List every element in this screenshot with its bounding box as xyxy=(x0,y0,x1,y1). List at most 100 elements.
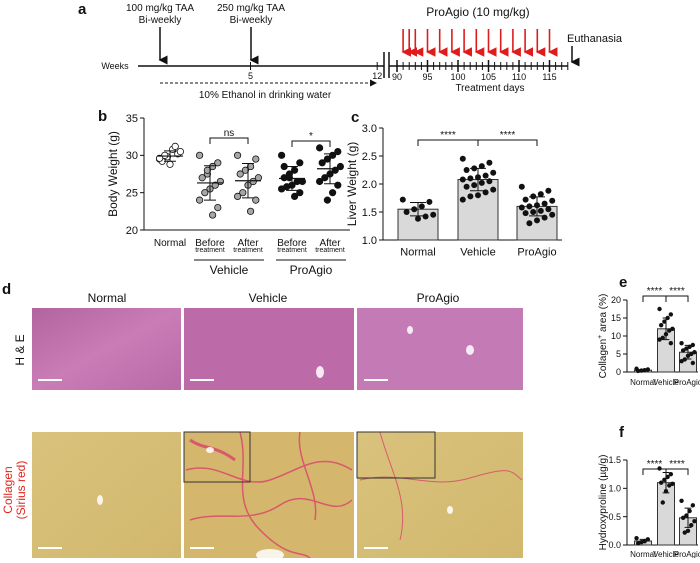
panel-label: e xyxy=(619,274,627,291)
data-point xyxy=(236,170,244,178)
data-point xyxy=(692,350,697,355)
data-point xyxy=(680,348,686,353)
y-axis-label: Hydroxyproline (µg/g) xyxy=(598,455,609,551)
data-point xyxy=(196,151,204,159)
x-tick-label: Normal xyxy=(400,247,435,259)
micrograph xyxy=(357,308,523,390)
data-point xyxy=(467,193,474,200)
day-tick-label: 100 xyxy=(450,72,465,82)
data-point xyxy=(418,203,425,210)
dose-label: Bi-weekly xyxy=(230,15,273,26)
data-point xyxy=(296,189,304,197)
data-point xyxy=(459,176,466,183)
y-axis-label-part: area (%) xyxy=(598,294,609,335)
data-point xyxy=(478,163,485,170)
significance-label: **** xyxy=(669,286,685,297)
x-tick-label: Before xyxy=(277,238,307,249)
data-point xyxy=(430,211,437,218)
y-axis-label-part: Collagen xyxy=(598,339,609,378)
data-point xyxy=(660,335,665,340)
data-point xyxy=(321,174,329,182)
dose-label: Bi-weekly xyxy=(139,15,182,26)
data-point xyxy=(247,207,255,215)
data-point xyxy=(475,192,481,199)
data-point xyxy=(249,177,257,186)
data-point xyxy=(685,528,691,534)
micrograph xyxy=(32,308,181,390)
data-point xyxy=(665,474,670,480)
error-bar xyxy=(164,150,176,162)
data-point xyxy=(687,508,692,514)
y-axis-label: Collagen+ area (%) xyxy=(597,294,609,379)
data-point xyxy=(176,148,184,156)
data-point xyxy=(285,174,293,182)
y-tick-label: 5 xyxy=(616,349,621,359)
fibrosis-texture xyxy=(185,431,523,559)
data-point xyxy=(467,175,474,182)
data-point xyxy=(482,172,489,179)
x-tick-label: Normal xyxy=(154,238,186,249)
data-point xyxy=(490,169,497,176)
timeline: 100 mg/kg TAA Bi-weekly 250 mg/kg TAA Bi… xyxy=(101,3,623,101)
data-point xyxy=(411,206,418,213)
y-axis-label: Liver Weight (g) xyxy=(345,142,359,226)
data-point xyxy=(679,341,684,346)
x-tick-sublabel: treatment xyxy=(195,247,225,254)
data-point xyxy=(171,142,179,150)
weeks-label: Weeks xyxy=(101,61,129,71)
y-tick-label: 2.5 xyxy=(362,151,377,163)
x-tick-sublabel: treatment xyxy=(233,247,263,254)
data-point xyxy=(662,319,667,324)
x-tick-label: Vehicle xyxy=(653,550,679,558)
row-title: H & E xyxy=(13,334,27,365)
data-point xyxy=(545,187,552,194)
row-title: Collagen xyxy=(1,466,15,513)
data-point xyxy=(296,159,304,167)
data-point xyxy=(156,154,164,162)
y-tick-label: 25 xyxy=(126,188,138,200)
data-point xyxy=(667,483,672,488)
data-point xyxy=(214,159,222,167)
data-point xyxy=(658,323,664,328)
x-tick-label: Normal xyxy=(630,550,656,558)
data-point xyxy=(545,206,552,213)
treatment-title: ProAgio (10 mg/kg) xyxy=(426,5,529,19)
data-point xyxy=(668,312,674,317)
data-point xyxy=(234,151,242,159)
x-tick-label: ProAgio xyxy=(517,247,556,259)
data-point xyxy=(518,183,525,190)
panel-label: a xyxy=(78,1,87,18)
error-bar xyxy=(684,344,692,360)
y-tick-label: 1.0 xyxy=(608,483,621,493)
data-point xyxy=(530,193,537,200)
data-point xyxy=(334,148,342,156)
significance-label: **** xyxy=(500,130,516,141)
panel-label: d xyxy=(2,281,11,298)
group-label: Vehicle xyxy=(210,263,249,277)
micrograph xyxy=(32,432,181,558)
y-tick-label: 20 xyxy=(611,295,621,305)
significance-bracket xyxy=(477,139,538,146)
error-bar xyxy=(242,163,254,199)
x-tick-label: ProAgio xyxy=(674,550,700,558)
day-tick-label: 105 xyxy=(481,72,496,82)
inset xyxy=(356,431,436,479)
data-point xyxy=(657,337,662,342)
data-point xyxy=(684,513,689,518)
error-bar xyxy=(470,167,486,192)
x-tick-label: Vehicle xyxy=(653,378,679,387)
significance-label: **** xyxy=(647,286,663,297)
data-point xyxy=(426,198,433,205)
data-point xyxy=(209,162,217,171)
x-tick-label: Vehicle xyxy=(460,247,495,259)
column-title: ProAgio xyxy=(417,291,460,305)
data-point xyxy=(670,326,675,331)
data-point xyxy=(530,209,537,215)
scale-bars xyxy=(38,379,388,549)
days-label: Treatment days xyxy=(455,83,524,94)
day-tick-label: 110 xyxy=(512,72,526,82)
data-point xyxy=(658,480,664,485)
micrograph xyxy=(184,432,354,558)
data-point xyxy=(684,346,689,351)
